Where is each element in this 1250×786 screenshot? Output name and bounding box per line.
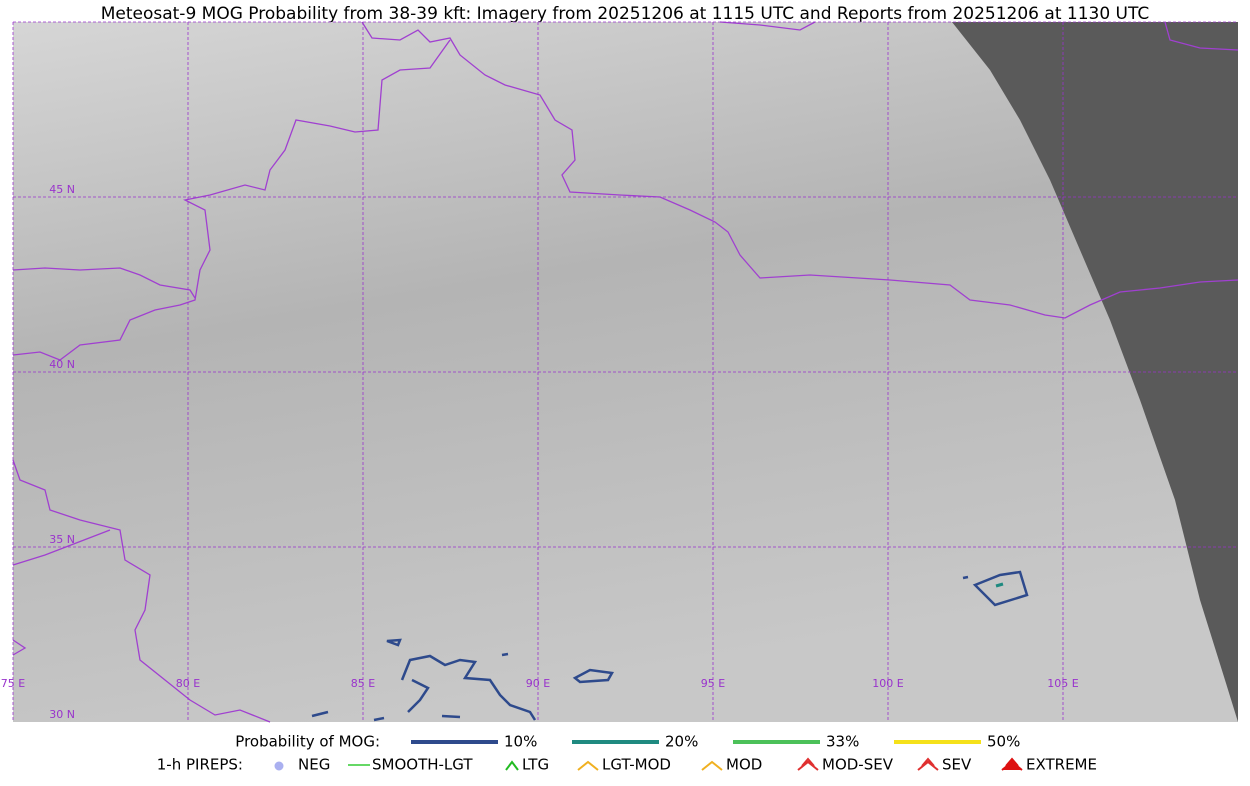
no-data-region	[952, 22, 1238, 722]
graticule	[12, 21, 1238, 722]
lat-label: 30 N	[49, 708, 75, 721]
lon-label: 80 E	[176, 677, 200, 690]
legend-symbol	[505, 760, 519, 771]
legend-symbol	[701, 760, 723, 771]
borders	[12, 21, 1239, 723]
lon-label: 90 E	[526, 677, 550, 690]
legend-symbol	[917, 757, 939, 771]
legend-pireps: 1-h PIREPS: NEG SMOOTH-LGT LTG LGT-MOD MOD MO…	[157, 756, 1097, 774]
lat-labels: 45 N 40 N 35 N 30 N	[49, 183, 75, 721]
legend-label: 50%	[987, 733, 1020, 751]
legend-probability: Probability of MOG: 10% 20% 33% 50%	[235, 733, 1020, 751]
legend-label: EXTREME	[1026, 756, 1097, 774]
probability-contours	[311, 570, 1029, 722]
lon-label: 95 E	[701, 677, 725, 690]
legend-label: MOD-SEV	[822, 756, 894, 774]
lon-labels: 75 E 80 E 85 E 90 E 95 E 100 E 105 E	[1, 677, 1079, 690]
lon-label: 100 E	[872, 677, 903, 690]
legend-symbol	[274, 761, 284, 771]
legend-symbol	[797, 757, 819, 771]
legend-title: 1-h PIREPS:	[157, 756, 243, 774]
lon-label: 75 E	[1, 677, 25, 690]
legend-label: 20%	[665, 733, 698, 751]
legend-label: LTG	[522, 756, 549, 774]
legend-label: SEV	[942, 756, 972, 774]
legend-label: MOD	[726, 756, 762, 774]
lon-label: 85 E	[351, 677, 375, 690]
legend-label: NEG	[298, 756, 330, 774]
lat-label: 45 N	[49, 183, 75, 196]
title: Meteosat-9 MOG Probability from 38-39 kf…	[101, 4, 1150, 24]
legend-label: SMOOTH-LGT	[372, 756, 473, 774]
legend-symbol	[1001, 757, 1023, 771]
lat-label: 40 N	[49, 358, 75, 371]
probability-contour-20	[995, 582, 1004, 588]
legend-label: 10%	[504, 733, 537, 751]
legend-label: 33%	[826, 733, 859, 751]
legend-label: LGT-MOD	[602, 756, 671, 774]
legend-title: Probability of MOG:	[235, 733, 380, 751]
lon-label: 105 E	[1047, 677, 1078, 690]
lat-label: 35 N	[49, 533, 75, 546]
map: 45 N 40 N 35 N 30 N 75 E 80 E 85 E 90 E 95 E 100…	[1, 21, 1239, 723]
legend-symbol	[577, 760, 599, 771]
